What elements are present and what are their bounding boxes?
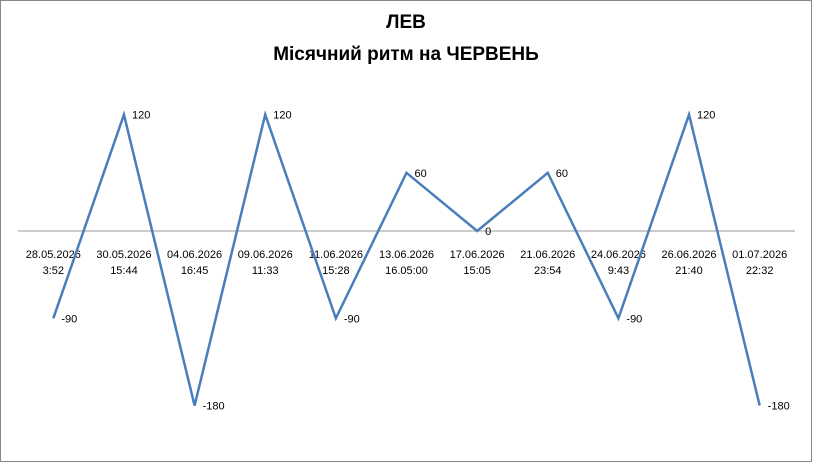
data-label: 120 <box>273 110 291 122</box>
data-label: -180 <box>203 401 225 413</box>
x-tick-label: 22:32 <box>746 265 774 277</box>
x-tick-label: 16.05:00 <box>385 265 428 277</box>
data-label: 0 <box>485 226 491 238</box>
x-tick-label: 21:40 <box>675 265 703 277</box>
x-tick-label: 3:52 <box>43 265 64 277</box>
data-label: -90 <box>61 313 77 325</box>
x-tick-label: 21.06.2026 <box>520 249 575 261</box>
chart-subtitle: Місячний ритм на ЧЕРВЕНЬ <box>273 44 539 65</box>
data-label: 120 <box>697 110 715 122</box>
x-tick-label: 09.06.2026 <box>238 249 293 261</box>
x-tick-label: 13.06.2026 <box>379 249 434 261</box>
series-line <box>52 110 761 406</box>
x-tick-label: 16:45 <box>181 265 209 277</box>
x-tick-label: 9:43 <box>608 265 629 277</box>
x-tick-label: 11:33 <box>252 265 279 277</box>
data-label: 60 <box>415 168 427 180</box>
x-tick-label: 04.06.2026 <box>167 249 222 261</box>
x-tick-label: 15:44 <box>110 265 138 277</box>
x-tick-label: 15:05 <box>463 265 491 277</box>
chart-title: ЛЕВ <box>386 12 426 33</box>
x-tick-label: 24.06.2026 <box>591 249 646 261</box>
data-label: -90 <box>344 313 360 325</box>
x-tick-label: 26.06.2026 <box>662 249 717 261</box>
data-label: 60 <box>556 168 568 180</box>
data-label: -180 <box>768 401 790 413</box>
x-tick-label: 11.06.2026 <box>309 249 363 261</box>
data-label: 120 <box>132 110 150 122</box>
x-tick-label: 23:54 <box>534 265 562 277</box>
data-label: -90 <box>626 313 642 325</box>
x-tick-label: 01.07.2026 <box>732 249 787 261</box>
x-tick-label: 15:28 <box>322 265 350 277</box>
x-tick-label: 28.05.2026 <box>26 249 81 261</box>
x-tick-label: 30.05.2026 <box>96 249 151 261</box>
x-tick-label: 17.06.2026 <box>450 249 505 261</box>
